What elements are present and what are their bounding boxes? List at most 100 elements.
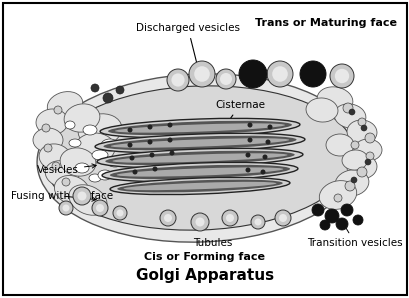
Ellipse shape <box>110 165 290 179</box>
Circle shape <box>167 137 172 142</box>
Circle shape <box>164 214 172 222</box>
Circle shape <box>169 150 174 156</box>
Circle shape <box>221 210 237 226</box>
Circle shape <box>147 139 152 145</box>
Text: Cisternae: Cisternae <box>214 100 264 133</box>
Circle shape <box>360 125 366 131</box>
Circle shape <box>245 153 250 158</box>
Circle shape <box>132 170 137 175</box>
Ellipse shape <box>75 163 89 173</box>
Circle shape <box>113 206 127 220</box>
Circle shape <box>116 86 124 94</box>
Circle shape <box>329 64 353 88</box>
Circle shape <box>189 61 214 87</box>
Ellipse shape <box>107 157 123 167</box>
Circle shape <box>166 69 189 91</box>
Circle shape <box>311 204 323 216</box>
Ellipse shape <box>341 150 367 170</box>
Ellipse shape <box>325 134 353 156</box>
Ellipse shape <box>334 170 368 196</box>
Circle shape <box>127 128 132 133</box>
Circle shape <box>364 159 370 165</box>
Circle shape <box>77 192 86 201</box>
Circle shape <box>91 84 99 92</box>
Circle shape <box>247 137 252 142</box>
Circle shape <box>342 103 352 113</box>
Circle shape <box>54 106 62 114</box>
Circle shape <box>267 125 272 130</box>
Ellipse shape <box>65 121 75 129</box>
Ellipse shape <box>319 181 356 209</box>
Circle shape <box>238 60 266 88</box>
Circle shape <box>191 213 209 231</box>
Text: Cis or Forming face: Cis or Forming face <box>144 252 265 262</box>
Ellipse shape <box>97 148 302 168</box>
Circle shape <box>195 218 204 226</box>
Circle shape <box>44 144 52 152</box>
Ellipse shape <box>89 174 101 182</box>
Circle shape <box>340 204 352 216</box>
Circle shape <box>319 220 329 230</box>
Ellipse shape <box>83 125 97 135</box>
Circle shape <box>73 187 91 205</box>
Ellipse shape <box>346 120 376 144</box>
Circle shape <box>62 178 70 186</box>
Circle shape <box>334 69 348 83</box>
Circle shape <box>129 156 134 161</box>
Circle shape <box>364 133 374 143</box>
Circle shape <box>272 66 287 82</box>
Circle shape <box>92 200 108 216</box>
Circle shape <box>365 152 373 160</box>
Circle shape <box>350 177 356 183</box>
Circle shape <box>216 69 236 89</box>
Circle shape <box>350 141 358 149</box>
Ellipse shape <box>47 91 83 118</box>
Circle shape <box>357 118 365 126</box>
Ellipse shape <box>353 139 381 161</box>
Ellipse shape <box>115 123 284 133</box>
Circle shape <box>265 139 270 145</box>
Circle shape <box>356 167 366 177</box>
Ellipse shape <box>60 148 96 176</box>
Text: Trans or Maturing face: Trans or Maturing face <box>254 18 396 28</box>
Ellipse shape <box>78 114 121 146</box>
Ellipse shape <box>101 139 119 151</box>
Circle shape <box>254 218 261 226</box>
Circle shape <box>152 167 157 172</box>
Circle shape <box>147 125 152 130</box>
Text: Tubules: Tubules <box>193 238 232 248</box>
Circle shape <box>245 167 250 173</box>
Circle shape <box>260 170 265 175</box>
Circle shape <box>324 209 338 223</box>
Text: Discharged vesicles: Discharged vesicles <box>136 23 239 72</box>
Circle shape <box>127 142 132 148</box>
Ellipse shape <box>305 98 337 122</box>
Circle shape <box>171 73 184 87</box>
Ellipse shape <box>112 153 287 163</box>
Ellipse shape <box>45 161 79 187</box>
Circle shape <box>274 210 290 226</box>
Circle shape <box>194 66 209 82</box>
Circle shape <box>149 153 154 158</box>
Text: Fusing with cis face: Fusing with cis face <box>11 191 113 201</box>
Ellipse shape <box>110 138 288 148</box>
Ellipse shape <box>103 136 296 150</box>
Ellipse shape <box>39 144 71 170</box>
Circle shape <box>225 214 234 222</box>
Ellipse shape <box>33 128 63 152</box>
Ellipse shape <box>100 118 299 138</box>
Circle shape <box>167 122 172 128</box>
Ellipse shape <box>316 87 352 113</box>
Ellipse shape <box>123 182 276 190</box>
Ellipse shape <box>92 150 108 160</box>
Ellipse shape <box>69 185 107 215</box>
Ellipse shape <box>346 155 376 179</box>
Text: Transition vesicles: Transition vesicles <box>306 221 402 248</box>
Circle shape <box>59 201 73 215</box>
Ellipse shape <box>95 133 304 153</box>
Ellipse shape <box>69 139 81 147</box>
Circle shape <box>42 124 50 132</box>
Circle shape <box>299 61 325 87</box>
Ellipse shape <box>64 104 100 132</box>
Circle shape <box>266 61 292 87</box>
